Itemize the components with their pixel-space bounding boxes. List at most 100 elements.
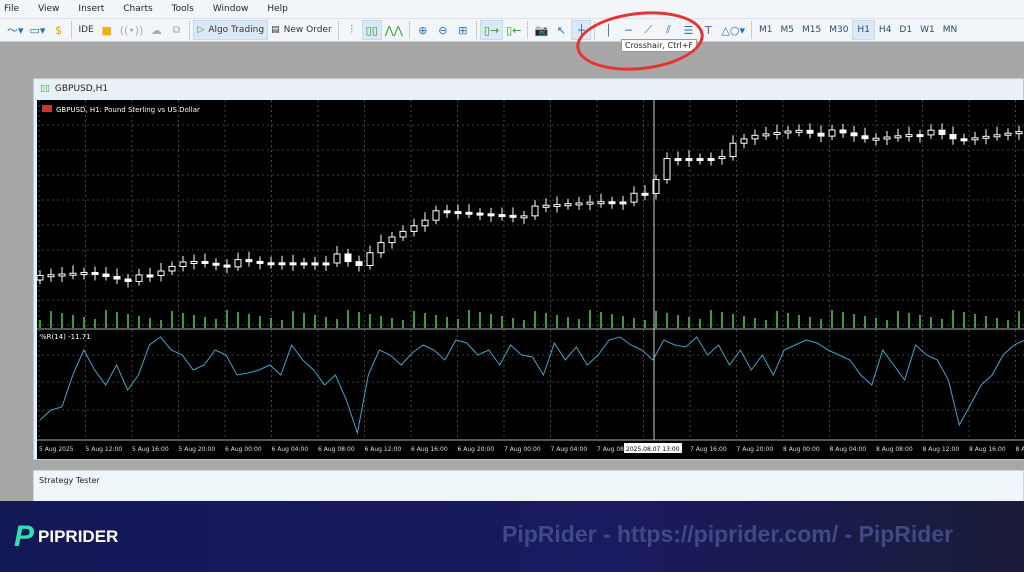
time-label: 7 Aug 04:00 bbox=[551, 446, 588, 453]
indicator-label: %R(14) -11.71 bbox=[40, 333, 91, 341]
candle bbox=[212, 262, 220, 266]
candle bbox=[894, 135, 902, 139]
horizontal-line-icon[interactable]: ─ bbox=[625, 23, 632, 37]
copy-icon[interactable]: ⧉ bbox=[172, 23, 181, 36]
chart-template-icon[interactable]: ▭▾ bbox=[29, 23, 46, 37]
candle bbox=[190, 261, 198, 264]
price-chart[interactable]: GBPUSD, H1: Pound Sterling vs US Dollar%… bbox=[36, 100, 1024, 459]
zoom-in-icon[interactable]: ⊕ bbox=[418, 23, 428, 37]
candle bbox=[245, 259, 253, 263]
candle bbox=[168, 266, 176, 272]
candle bbox=[740, 138, 748, 144]
timeframe-w1[interactable]: W1 bbox=[920, 25, 935, 35]
bag-icon[interactable]: ■ bbox=[101, 23, 112, 37]
vertical-line-icon[interactable]: │ bbox=[605, 23, 612, 37]
candle bbox=[949, 134, 957, 140]
tile-windows-icon[interactable]: ⊞ bbox=[458, 23, 468, 37]
candle bbox=[47, 274, 55, 278]
trendline-icon[interactable]: ⟋ bbox=[644, 23, 653, 36]
crosshair-time-box bbox=[624, 443, 682, 453]
symbol-description: GBPUSD, H1: Pound Sterling vs US Dollar bbox=[56, 106, 200, 114]
zoom-out-icon[interactable]: ⊖ bbox=[438, 23, 448, 37]
candle bbox=[399, 230, 407, 238]
timeframe-m5[interactable]: M5 bbox=[780, 25, 794, 35]
crosshair-tooltip: Crosshair, Ctrl+F bbox=[621, 39, 698, 52]
timeframe-mn[interactable]: MN bbox=[942, 25, 958, 35]
timeframe-h4[interactable]: H4 bbox=[878, 25, 892, 35]
candle bbox=[707, 158, 715, 162]
timeframe-m1[interactable]: M1 bbox=[758, 25, 773, 35]
screenshot-icon[interactable]: 📷 bbox=[534, 23, 549, 37]
candle bbox=[751, 134, 759, 140]
candle bbox=[465, 211, 473, 215]
candle bbox=[157, 270, 165, 276]
time-label: 5 Aug 2025 bbox=[39, 446, 74, 453]
cursor-icon[interactable]: ↖ bbox=[556, 23, 566, 37]
time-label: 7 Aug 20:00 bbox=[737, 446, 774, 453]
candle bbox=[476, 212, 484, 216]
menu-charts[interactable]: Charts bbox=[123, 4, 153, 14]
chart-title: GBPUSD,H1 bbox=[54, 83, 109, 94]
menu-insert[interactable]: Insert bbox=[78, 4, 105, 14]
cloud-icon[interactable]: ☁ bbox=[150, 23, 162, 37]
line-graph-icon[interactable]: ⋀⋀ bbox=[384, 23, 403, 37]
candle bbox=[113, 276, 121, 280]
candle bbox=[234, 259, 242, 268]
candle bbox=[58, 273, 66, 277]
ide-button[interactable]: IDE bbox=[78, 25, 94, 35]
dollar-icon[interactable]: $ bbox=[54, 23, 62, 37]
play-icon: ▷ bbox=[197, 25, 205, 35]
menu-file[interactable]: File bbox=[4, 4, 20, 14]
chart-shift-icon[interactable]: ▯← bbox=[506, 23, 522, 37]
auto-scroll-icon[interactable]: ▯→ bbox=[479, 20, 504, 40]
fibonacci-icon[interactable]: ☰ bbox=[683, 23, 694, 37]
text-icon[interactable]: T bbox=[705, 23, 712, 37]
candle bbox=[377, 242, 385, 254]
candle bbox=[179, 261, 187, 267]
time-label: 8 Aug 16:00 bbox=[969, 446, 1006, 453]
candle bbox=[872, 137, 880, 141]
bar-chart-icon[interactable]: ⫶ bbox=[350, 23, 354, 36]
menu-window[interactable]: Window bbox=[212, 4, 249, 14]
timeframe-h1[interactable]: H1 bbox=[852, 20, 875, 40]
timeframe-d1[interactable]: D1 bbox=[899, 25, 913, 35]
channel-icon[interactable]: ⫽ bbox=[665, 23, 671, 36]
time-label: 7 Aug 08:00 bbox=[597, 446, 634, 453]
candle bbox=[322, 262, 330, 266]
time-label: 5 Aug 12:00 bbox=[86, 446, 123, 453]
candle bbox=[366, 252, 374, 266]
new-order-button[interactable]: ▤ New Order bbox=[268, 20, 335, 40]
time-label: 8 Aug 08:00 bbox=[876, 446, 913, 453]
candlestick-icon[interactable]: ▯▯ bbox=[361, 20, 382, 40]
order-icon: ▤ bbox=[271, 25, 280, 35]
candle bbox=[938, 129, 946, 136]
candle bbox=[135, 274, 143, 282]
crosshair-icon[interactable]: ┼ bbox=[571, 20, 592, 40]
candle bbox=[91, 271, 99, 275]
candle bbox=[509, 214, 517, 218]
toolbar: 〜▾ ▭▾ $ IDE ■ ((•)) ☁ ⧉ ▷ Algo Trading ▤ N… bbox=[0, 18, 1024, 42]
shapes-icon[interactable]: △○▾ bbox=[721, 23, 745, 37]
menu-help[interactable]: Help bbox=[267, 4, 288, 14]
signal-icon[interactable]: ((•)) bbox=[119, 23, 144, 37]
candle bbox=[36, 275, 44, 281]
candle bbox=[916, 134, 924, 138]
line-chart-icon[interactable]: 〜▾ bbox=[7, 24, 24, 37]
candle bbox=[597, 201, 605, 205]
candle bbox=[344, 253, 352, 263]
footer-banner: P PIPRIDER PipRider - https://piprider.co… bbox=[0, 501, 1024, 572]
candle bbox=[69, 272, 77, 276]
chart-window-title[interactable]: ▯▯ GBPUSD,H1 bbox=[34, 79, 1023, 98]
chart-canvas[interactable]: GBPUSD, H1: Pound Sterling vs US Dollar%… bbox=[36, 100, 1024, 459]
candle bbox=[806, 129, 814, 134]
candle bbox=[267, 262, 275, 266]
candle bbox=[300, 262, 308, 266]
menu-view[interactable]: View bbox=[38, 4, 60, 14]
timeframe-m15[interactable]: M15 bbox=[801, 25, 822, 35]
chart-window: ▯▯ GBPUSD,H1 GBPUSD, H1: Pound Sterling v… bbox=[33, 78, 1024, 460]
flag-icon bbox=[42, 105, 52, 112]
menu-tools[interactable]: Tools bbox=[171, 4, 194, 14]
timeframe-m30[interactable]: M30 bbox=[829, 25, 849, 35]
candle bbox=[388, 236, 396, 244]
algo-trading-button[interactable]: ▷ Algo Trading bbox=[193, 20, 269, 40]
